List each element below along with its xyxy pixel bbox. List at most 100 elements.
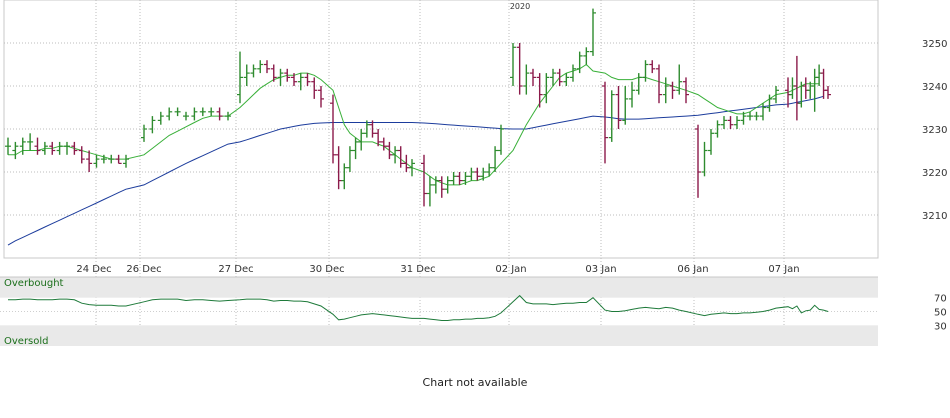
date-tick-label: 27 Dec: [218, 264, 253, 275]
ohlc-bar: [71, 141, 78, 155]
ohlc-bar: [311, 77, 318, 99]
ohlc-bar: [649, 60, 656, 74]
ohlc-bar: [166, 107, 173, 121]
ohlc-bar: [216, 107, 223, 121]
ohlc-bar: [291, 73, 297, 86]
ohlc-bar: [41, 141, 48, 155]
ohlc-bar: [64, 141, 70, 155]
ohlc-bar: [5, 137, 11, 155]
price-tick-label: 3230: [922, 125, 947, 136]
ohlc-bar: [576, 51, 583, 74]
ohlc-bar: [629, 81, 635, 108]
ohlc-bar: [284, 68, 291, 82]
ohlc-bar: [563, 73, 570, 86]
ohlc-bar: [530, 68, 536, 86]
ohlc-bar: [766, 94, 773, 112]
ohlc-bar: [444, 176, 451, 194]
ohlc-bar: [550, 68, 556, 86]
oscillator-panel: Overbought Oversold 70 50 30: [0, 276, 947, 347]
ohlc-bar: [747, 111, 753, 121]
price-chart: 3210 3220 3230 3240 3250 24 Dec 26 Dec 27 Dec 3…: [0, 0, 948, 348]
ohlc-bar: [183, 111, 189, 121]
date-tick-label: 24 Dec: [76, 264, 111, 275]
date-tick-label: 30 Dec: [309, 264, 344, 275]
ohlc-bar: [536, 73, 543, 108]
ohlc-bar: [701, 141, 708, 177]
ohlc-bar: [480, 167, 487, 181]
ohlc-bar: [556, 68, 563, 86]
ohlc-bar: [108, 154, 115, 164]
osc-tick-label: 50: [934, 308, 947, 319]
ohlc-bar: [12, 141, 19, 160]
ohlc-bar: [622, 86, 629, 125]
date-tick-label: 31 Dec: [400, 264, 435, 275]
ohlc-bar: [486, 163, 493, 177]
ohlc-bar: [297, 73, 304, 91]
ohlc-bar: [570, 64, 576, 82]
ohlc-bar: [386, 141, 393, 160]
date-tick-label: 07 Jan: [768, 264, 799, 275]
ohlc-bar: [352, 137, 359, 160]
date-tick-label: 26 Dec: [126, 264, 161, 275]
date-tick-label: 06 Jan: [677, 264, 708, 275]
ohlc-bar: [708, 129, 714, 155]
ohlc-bar: [590, 8, 596, 56]
oversold-label: Oversold: [4, 336, 49, 347]
year-marker: 2020: [510, 2, 530, 11]
ohlc-bar: [426, 176, 433, 207]
ohlc-bar: [662, 77, 669, 104]
ohlc-bar: [363, 120, 370, 138]
ohlc-bar: [676, 64, 683, 95]
ohlc-bar: [270, 64, 277, 82]
chart-not-available-note: Chart not available: [422, 376, 528, 389]
ohlc-bar: [100, 154, 107, 164]
ohlc-bar: [358, 129, 365, 151]
ohlc-bar: [257, 60, 264, 74]
ohlc-bar: [208, 107, 215, 117]
price-tick-label: 3240: [922, 82, 947, 93]
osc-tick-label: 30: [934, 321, 947, 332]
ohlc-bar: [635, 73, 642, 95]
ohlc-bar: [456, 172, 463, 185]
ohlc-bar: [683, 77, 689, 104]
ohlc-bar: [656, 64, 662, 104]
moving-average-long: [7, 95, 824, 246]
ohlc-bar: [225, 111, 231, 121]
ohlc-bar: [250, 64, 257, 78]
ohlc-bar: [492, 146, 499, 172]
ohlc-bar: [498, 124, 504, 155]
ohlc-bar: [318, 86, 324, 108]
price-tick-label: 3220: [922, 168, 947, 179]
ohlc-bar: [243, 64, 250, 86]
ohlc-bar: [450, 172, 457, 185]
date-axis-labels: 24 Dec 26 Dec 27 Dec 30 Dec 31 Dec 02 Jan 03 J…: [76, 264, 799, 275]
overbought-label: Overbought: [4, 278, 64, 289]
ohlc-bar: [115, 154, 122, 164]
ohlc-bar: [27, 133, 34, 151]
ohlc-bar: [277, 68, 284, 86]
ohlc-bar: [516, 43, 523, 95]
ohlc-bar: [19, 137, 26, 155]
ohlc-bar: [468, 167, 475, 181]
ohlc-bar: [199, 107, 206, 117]
date-tick-label: 02 Jan: [495, 264, 526, 275]
ohlc-bar: [330, 94, 336, 164]
ohlc-bar: [157, 111, 164, 125]
ohlc-bar: [523, 64, 530, 95]
price-axis-labels: 3210 3220 3230 3240 3250: [922, 39, 947, 222]
ohlc-bar: [78, 146, 85, 164]
ohlc-bar: [149, 116, 156, 134]
ohlc-bar: [438, 176, 445, 198]
ohlc-bar: [462, 172, 469, 185]
ohlc-bar: [642, 60, 649, 82]
ma-long-line: [7, 95, 824, 246]
ohlc-bar: [123, 154, 129, 168]
price-tick-label: 3250: [922, 39, 947, 50]
ohlc-bar: [695, 124, 701, 198]
ohlc-bar: [825, 86, 831, 99]
ohlc-bar: [49, 141, 56, 155]
date-tick-label: 03 Jan: [585, 264, 616, 275]
ohlc-bar: [397, 146, 404, 168]
ohlc-bar: [734, 116, 740, 129]
osc-tick-label: 70: [934, 294, 947, 305]
